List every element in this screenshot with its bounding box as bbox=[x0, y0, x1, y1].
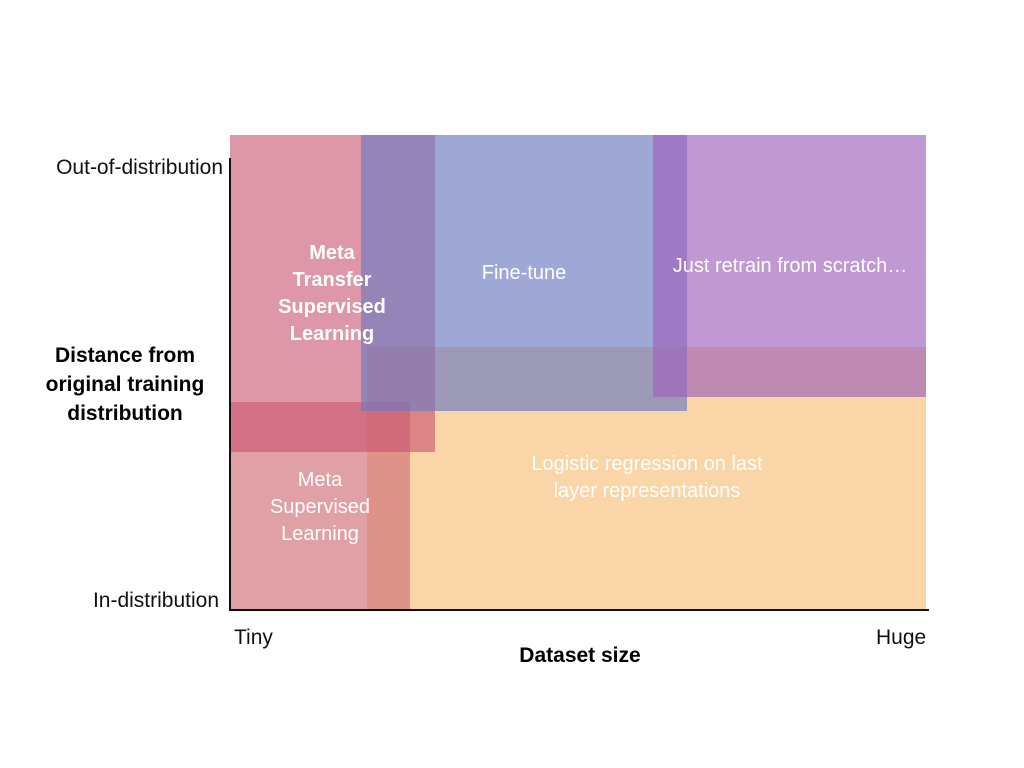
x-axis-right-label: Huge bbox=[876, 626, 927, 649]
x-axis-left-label: Tiny bbox=[234, 626, 273, 649]
y-axis-title: Distance from original training distribu… bbox=[45, 344, 205, 425]
x-axis-line bbox=[229, 609, 929, 611]
region-retrain bbox=[653, 135, 926, 397]
retrain-label: Just retrain from scratch… bbox=[672, 255, 908, 277]
y-axis-line bbox=[229, 158, 231, 611]
fine-tune-label: Fine-tune bbox=[481, 262, 567, 284]
meta-supervised-label: Meta Supervised Learning bbox=[269, 469, 371, 545]
x-axis-title: Dataset size bbox=[519, 644, 641, 667]
logistic-regression-label: Logistic regression on last layer repres… bbox=[531, 453, 763, 502]
y-axis-bottom-label: In-distribution bbox=[92, 589, 219, 612]
region-fine-tune bbox=[361, 135, 687, 411]
meta-transfer-label: Meta Transfer Supervised Learning bbox=[278, 242, 386, 345]
y-axis-top-label: Out-of-distribution bbox=[56, 156, 223, 179]
